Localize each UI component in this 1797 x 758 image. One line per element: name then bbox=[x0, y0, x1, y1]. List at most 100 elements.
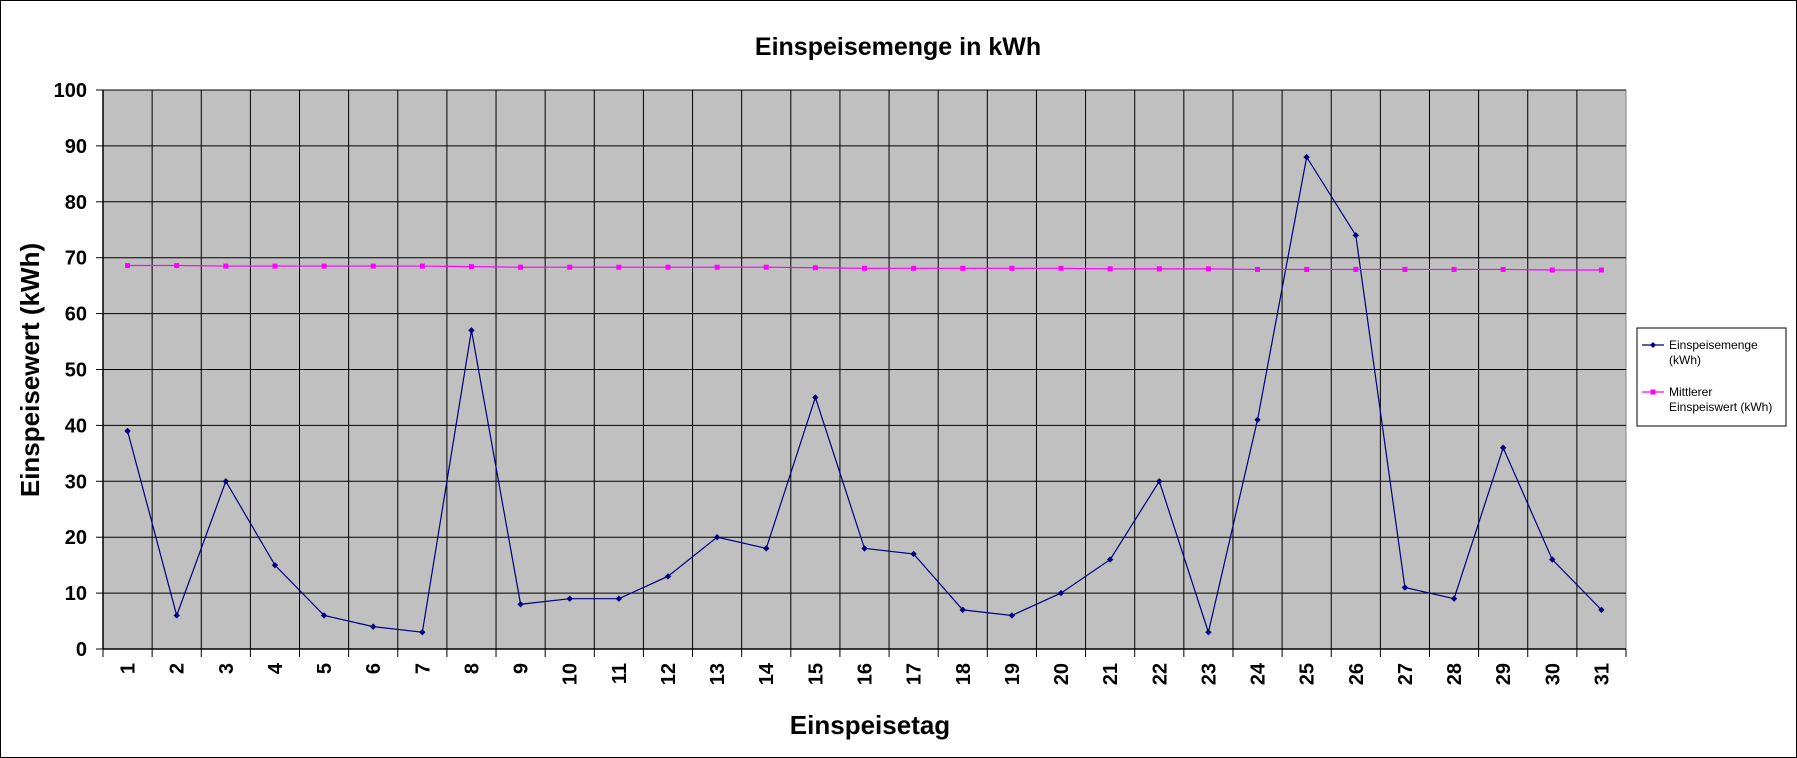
x-tick-label: 10 bbox=[560, 663, 582, 685]
data-point bbox=[763, 545, 770, 552]
data-point bbox=[1499, 444, 1507, 451]
x-tick-label: 16 bbox=[855, 663, 877, 685]
data-point bbox=[567, 264, 573, 270]
y-tick-label: 20 bbox=[65, 527, 87, 549]
data-point bbox=[861, 545, 868, 552]
legend-box bbox=[1636, 327, 1787, 427]
data-point bbox=[713, 534, 721, 541]
data-point bbox=[1106, 556, 1114, 563]
x-tick-label: 14 bbox=[756, 662, 778, 685]
x-tick-label: 23 bbox=[1198, 663, 1220, 685]
data-point bbox=[959, 606, 966, 614]
data-point bbox=[271, 561, 279, 569]
data-point bbox=[419, 263, 425, 269]
legend-label: Einspeiswert (kWh) bbox=[1669, 400, 1772, 414]
data-point bbox=[910, 550, 917, 558]
data-point bbox=[419, 629, 426, 636]
data-point bbox=[615, 595, 623, 602]
x-tick-label: 2 bbox=[167, 663, 189, 674]
data-point bbox=[1205, 629, 1212, 636]
x-tick-label: 7 bbox=[412, 663, 434, 674]
x-tick-label: 4 bbox=[265, 662, 287, 674]
data-point bbox=[1451, 266, 1457, 272]
data-point bbox=[1352, 232, 1359, 239]
data-point bbox=[1304, 266, 1310, 272]
data-point bbox=[124, 427, 131, 435]
data-point bbox=[1500, 266, 1506, 272]
x-tick-label: 12 bbox=[658, 663, 680, 685]
x-tick-label: 21 bbox=[1100, 663, 1122, 685]
data-point bbox=[1402, 266, 1408, 272]
data-point bbox=[812, 265, 818, 271]
data-point bbox=[174, 263, 180, 269]
data-point bbox=[616, 264, 622, 270]
data-point bbox=[223, 263, 229, 269]
data-point bbox=[1009, 265, 1015, 271]
data-point bbox=[862, 265, 867, 271]
data-point bbox=[1353, 266, 1359, 272]
data-point bbox=[1058, 265, 1064, 271]
legend-marker bbox=[1650, 342, 1656, 348]
data-point bbox=[911, 265, 917, 271]
x-tick-label: 20 bbox=[1051, 663, 1073, 685]
y-tick-label: 70 bbox=[65, 248, 87, 270]
y-tick-label: 40 bbox=[65, 415, 87, 437]
data-point bbox=[321, 263, 327, 269]
data-point bbox=[517, 601, 524, 608]
legend: Einspeisemenge(kWh) MittlererEinspeiswert… bbox=[1636, 327, 1787, 427]
x-tick-label: 6 bbox=[363, 663, 385, 674]
data-point bbox=[1401, 584, 1409, 591]
legend-label: Mittlerer bbox=[1669, 385, 1712, 399]
data-point bbox=[468, 264, 474, 270]
legend-label: (kWh) bbox=[1669, 353, 1701, 367]
data-point bbox=[1254, 416, 1261, 424]
data-point bbox=[125, 263, 131, 269]
data-point bbox=[1255, 266, 1261, 272]
data-point bbox=[1107, 266, 1113, 272]
data-point bbox=[1008, 612, 1016, 619]
y-tick-label: 50 bbox=[65, 360, 87, 382]
x-tick-label: 31 bbox=[1591, 663, 1613, 685]
x-tick-label: 1 bbox=[118, 663, 140, 674]
y-tick-label: 30 bbox=[65, 471, 87, 493]
data-point bbox=[960, 265, 966, 271]
data-point bbox=[1549, 556, 1556, 563]
data-point bbox=[664, 573, 672, 580]
x-tick-label: 13 bbox=[707, 663, 729, 685]
y-tick-label: 90 bbox=[65, 136, 87, 158]
x-tick-label: 8 bbox=[461, 663, 483, 674]
data-point bbox=[566, 595, 573, 602]
data-point bbox=[1549, 267, 1555, 273]
data-point bbox=[1205, 266, 1211, 272]
x-tick-label: 30 bbox=[1542, 663, 1564, 685]
data-point bbox=[1450, 595, 1458, 602]
x-tick-label: 26 bbox=[1346, 663, 1368, 685]
y-tick-label: 10 bbox=[65, 583, 87, 605]
legend-marker bbox=[1650, 389, 1656, 395]
x-tick-label: 3 bbox=[216, 663, 238, 674]
x-tick-label: 11 bbox=[609, 663, 631, 684]
data-point bbox=[173, 612, 180, 619]
y-tick-label: 60 bbox=[65, 304, 87, 326]
x-tick-label: 24 bbox=[1248, 662, 1270, 685]
x-tick-label: 9 bbox=[511, 663, 533, 674]
y-tick-label: 100 bbox=[54, 80, 87, 102]
x-tick-label: 27 bbox=[1395, 663, 1417, 685]
data-point bbox=[665, 264, 671, 270]
legend-label: Einspeisemenge bbox=[1669, 338, 1758, 352]
data-point bbox=[1156, 266, 1162, 272]
x-tick-label: 5 bbox=[314, 663, 336, 674]
data-point bbox=[468, 327, 475, 334]
data-point bbox=[222, 478, 230, 485]
data-point bbox=[320, 612, 328, 619]
y-axis-title: Einspeisewert (kWh) bbox=[15, 243, 45, 497]
data-point bbox=[1156, 478, 1163, 485]
data-point bbox=[812, 394, 819, 401]
x-tick-label: 19 bbox=[1002, 663, 1024, 685]
chart-title: Einspeisemenge in kWh bbox=[755, 33, 1041, 61]
data-point bbox=[1057, 589, 1065, 597]
x-axis-title: Einspeisetag bbox=[790, 710, 950, 740]
